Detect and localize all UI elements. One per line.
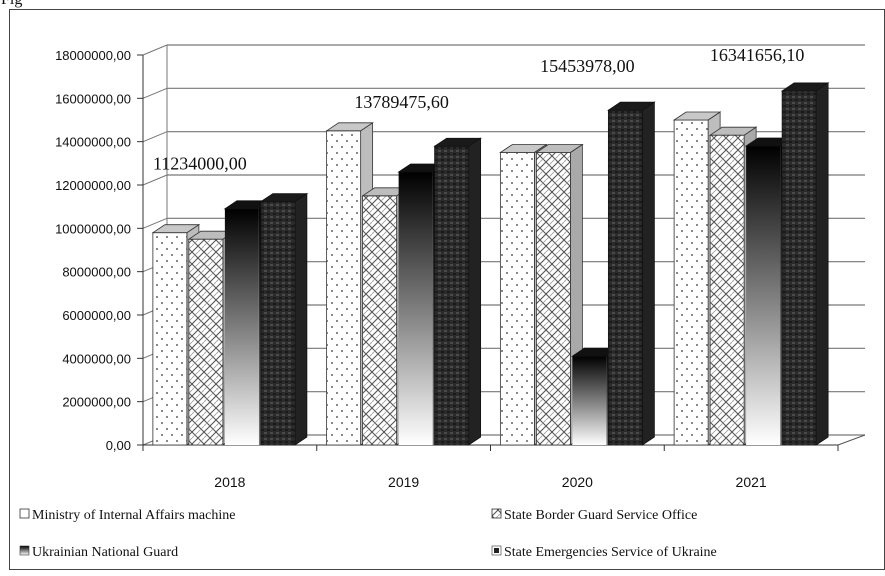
bar xyxy=(326,130,362,446)
bar-side xyxy=(468,137,482,446)
floor-edge xyxy=(837,434,866,446)
bar xyxy=(607,109,643,446)
bar-side xyxy=(815,82,829,446)
legend-swatch xyxy=(19,508,30,519)
y-tick-label: 16000000,00 xyxy=(55,91,131,106)
gridline-depth xyxy=(142,87,168,99)
legend-label: Ukrainian National Guard xyxy=(32,545,178,560)
x-tick-label: 2021 xyxy=(736,474,767,490)
y-tick-label: 8000000,00 xyxy=(62,265,131,280)
bar xyxy=(434,145,470,446)
y-tick-label: 4000000,00 xyxy=(62,351,131,366)
gridline-depth xyxy=(142,217,168,229)
bar-top xyxy=(325,122,374,132)
bar-top xyxy=(780,82,830,92)
y-tick-label: 14000000,00 xyxy=(55,135,131,150)
x-tick-label: 2020 xyxy=(562,474,593,490)
bar xyxy=(746,146,781,445)
bar xyxy=(188,238,224,446)
bar xyxy=(398,172,433,445)
bar-top xyxy=(535,144,584,153)
legend-label: State Emergencies Service of Ukraine xyxy=(504,545,717,560)
bar xyxy=(224,208,259,445)
gridline-depth xyxy=(142,174,168,186)
bar xyxy=(535,152,571,446)
bar xyxy=(260,201,296,446)
caption-fragment: Fig xyxy=(1,0,22,9)
y-tick-label: 12000000,00 xyxy=(55,178,131,193)
bar-top xyxy=(259,193,309,202)
bar xyxy=(673,119,709,446)
bar xyxy=(499,152,535,446)
bar-top xyxy=(607,101,656,111)
x-tick-label: 2018 xyxy=(214,474,245,490)
y-tick-label: 0,00 xyxy=(106,438,131,453)
y-tick-label: 6000000,00 xyxy=(62,308,131,323)
gridline-depth xyxy=(142,131,168,143)
gridline-depth xyxy=(142,44,168,56)
y-tick-label: 18000000,00 xyxy=(55,48,131,63)
legend-swatch-inner xyxy=(494,548,499,553)
y-tick-label: 10000000,00 xyxy=(55,221,131,236)
bar xyxy=(362,195,398,446)
bar xyxy=(781,90,817,446)
bar-top xyxy=(499,144,548,153)
data-label: 15453978,00 xyxy=(540,56,635,76)
legend-label: Ministry of Internal Affairs machine xyxy=(32,508,235,523)
y-tick-label: 2000000,00 xyxy=(62,395,131,410)
bar-top xyxy=(151,224,201,234)
bar-top xyxy=(672,111,722,121)
legend-label: State Border Guard Service Office xyxy=(504,508,697,523)
bar-top xyxy=(708,126,758,136)
data-label: 11234000,00 xyxy=(153,154,247,174)
legend-swatch xyxy=(19,545,30,556)
legend-swatch xyxy=(491,508,502,519)
data-label: 13789475,60 xyxy=(354,92,449,112)
bar-side xyxy=(294,192,308,446)
bar-side xyxy=(641,101,655,446)
data-label: 16341656,10 xyxy=(710,45,805,65)
bar-top xyxy=(433,137,482,147)
bar xyxy=(152,232,188,446)
bar xyxy=(572,356,607,445)
bar xyxy=(709,134,745,446)
x-tick-label: 2019 xyxy=(388,474,419,490)
